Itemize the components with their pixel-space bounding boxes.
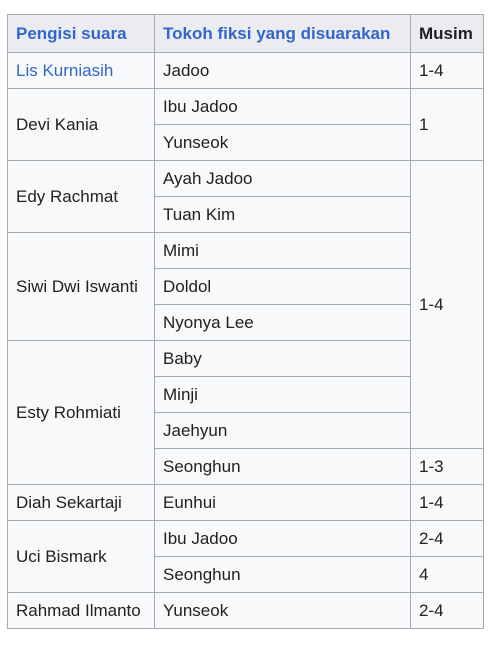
season-cell: 1 [410,88,484,161]
table-row: Devi Kania Ibu Jadoo 1 [7,88,484,161]
table-row: Seonghun 1-3 [8,448,484,485]
actor-cell: Devi Kania [7,88,155,161]
header-character-link[interactable]: Tokoh fiksi yang disuarakan [163,23,391,43]
role-cell: Ibu Jadoo [154,520,411,557]
role-cell: Minji [154,376,411,413]
table-row: Nyonya Lee [8,304,484,341]
role-cell: Jadoo [154,52,411,89]
role-cell: Baby [154,340,411,377]
header-voice-actor[interactable]: Pengisi suara [7,14,155,53]
role-cell: Ayah Jadoo [154,160,411,197]
table-row: Minji [8,376,484,413]
role-cell: Tuan Kim [154,196,411,233]
actor-cell[interactable]: Lis Kurniasih [7,52,155,89]
cast-table-wrapper: Pengisi suara Tokoh fiksi yang disuaraka… [7,14,484,629]
table-row: Doldol [8,268,484,305]
header-voice-actor-link[interactable]: Pengisi suara [16,23,127,43]
table-row: Yunseok [8,124,484,161]
role-cell: Doldol [154,268,411,305]
role-cell: Nyonya Lee [154,304,411,341]
actor-cell: Rahmad Ilmanto [7,592,155,629]
season-cell: 1-4 [410,484,484,521]
table-row: Jaehyun [8,412,484,449]
role-cell: Eunhui [154,484,411,521]
actor-cell: Diah Sekartaji [7,484,155,521]
table-row: Uci Bismark Ibu Jadoo 2-4 [7,520,484,593]
season-cell: 1-4 [410,160,484,449]
actor-cell: Esty Rohmiati [7,340,155,485]
role-cell: Seonghun [154,448,411,485]
table-header-row: Pengisi suara Tokoh fiksi yang disuaraka… [7,14,484,53]
season-cell: 2-4 [410,592,484,629]
season-cell: 1-4 [410,52,484,89]
role-cell: Ibu Jadoo [154,88,411,125]
table-row: Tuan Kim [8,196,484,233]
table-row: Diah Sekartaji Eunhui 1-4 [7,484,484,521]
header-character[interactable]: Tokoh fiksi yang disuarakan [154,14,411,53]
table-row: Lis Kurniasih Jadoo 1-4 [7,52,484,89]
voice-cast-table: Pengisi suara Tokoh fiksi yang disuaraka… [7,14,484,629]
season-cell: 4 [410,556,484,593]
role-cell: Mimi [154,232,411,269]
role-cell: Jaehyun [154,412,411,449]
table-row: Seonghun 4 [8,556,484,593]
actor-cell: Siwi Dwi Iswanti [7,232,155,341]
table-row: Esty Rohmiati Baby [7,340,484,485]
season-cell: 1-3 [410,448,484,485]
role-cell: Yunseok [154,592,411,629]
actor-link-lis-kurniasih[interactable]: Lis Kurniasih [16,60,114,80]
actor-cell: Uci Bismark [7,520,155,593]
table-row: Edy Rachmat Ayah Jadoo 1-4 [7,160,484,449]
role-cell: Yunseok [154,124,411,161]
actor-cell: Edy Rachmat [7,160,155,233]
season-cell: 2-4 [410,520,484,557]
header-season: Musim [410,14,484,53]
table-row: Rahmad Ilmanto Yunseok 2-4 [7,592,484,629]
role-cell: Seonghun [154,556,411,593]
